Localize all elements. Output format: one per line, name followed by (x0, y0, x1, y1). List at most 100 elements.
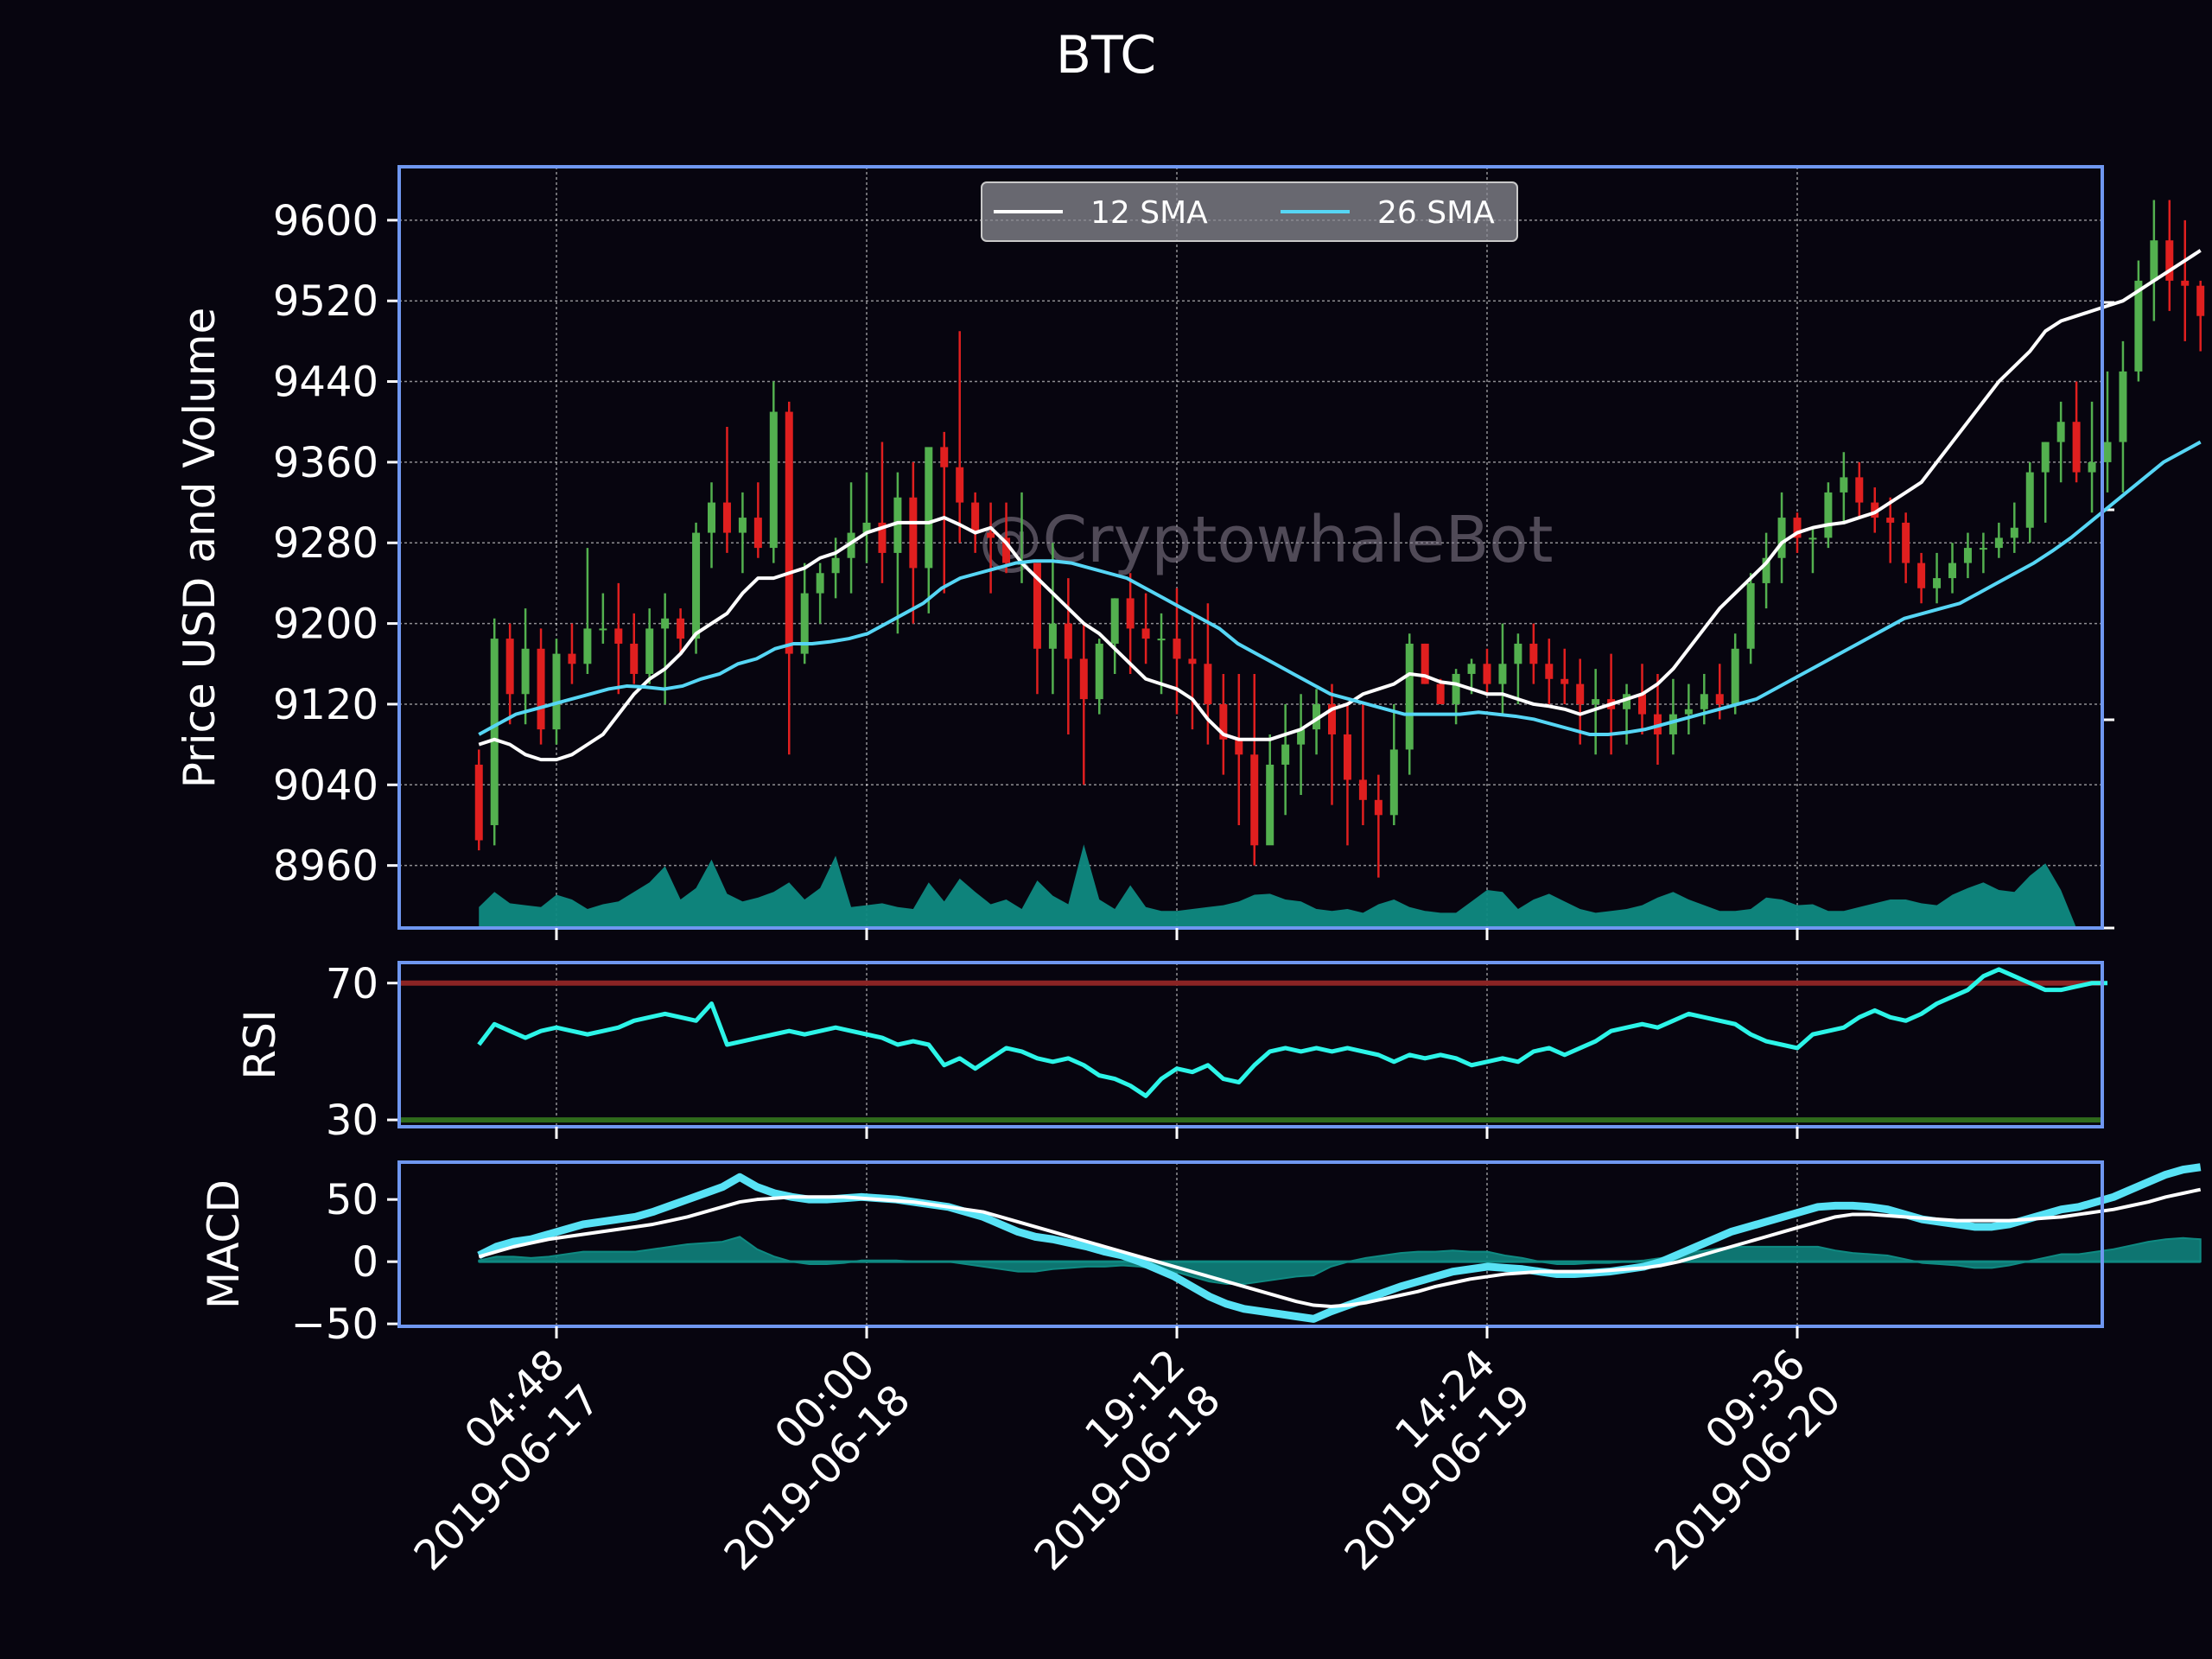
candle-body (1141, 628, 1150, 639)
candle-body (1266, 764, 1274, 846)
candle-body (1762, 557, 1770, 583)
candle-body (2041, 442, 2050, 473)
price-y-tick-label: 9200 (273, 601, 378, 649)
candle-body (2056, 422, 2065, 442)
candle-body (1994, 537, 2003, 549)
candle-body (1623, 694, 1631, 709)
candle-body (1824, 492, 1833, 538)
candle-body (1250, 754, 1259, 846)
macd-y-axis-label: MACD (199, 1179, 249, 1309)
candle-body (614, 628, 623, 644)
candle-body (677, 618, 685, 639)
candle-body (816, 573, 824, 594)
price-y-tick-label: 8960 (273, 842, 378, 891)
watermark: @CryptowhaleBot (978, 503, 1553, 577)
candle-body (1110, 598, 1119, 644)
chart-title: BTC (1056, 25, 1156, 86)
candle-body (1886, 518, 1895, 523)
candle-body (474, 764, 483, 841)
candle-body (1467, 664, 1476, 674)
price-y-tick-label: 9040 (273, 761, 378, 810)
candle-body (971, 502, 980, 533)
legend-label-sma12: 12 SMA (1090, 195, 1208, 231)
candle-body (738, 518, 747, 533)
candle-body (1095, 643, 1103, 700)
candle-body (956, 467, 964, 503)
candle-body (599, 628, 607, 631)
macd-y-tick-label: 0 (352, 1238, 378, 1287)
candle-body (2165, 240, 2174, 281)
candle-body (708, 502, 715, 533)
candle-body (1204, 664, 1212, 704)
price-y-tick-label: 9360 (273, 439, 378, 487)
candle-body (1793, 518, 1802, 538)
x-tick-label: 19:122019-06-18 (990, 1340, 1230, 1580)
candle-body (1746, 582, 1755, 649)
rsi-y-axis-label: RSI (235, 1009, 285, 1079)
candle-body (2103, 442, 2112, 462)
candle-body (1529, 643, 1538, 664)
candle-body (1731, 648, 1739, 704)
candle-body (1188, 658, 1197, 664)
candle-body (2134, 280, 2143, 372)
candle-body (1514, 643, 1522, 664)
legend: 12 SMA 26 SMA (981, 181, 1518, 242)
candle-body (1855, 477, 1864, 503)
candle-body (1002, 537, 1011, 563)
candle-body (1126, 598, 1135, 629)
volume-area (479, 844, 2093, 928)
candle-body (722, 502, 731, 533)
candle-body (505, 639, 514, 695)
candle-body (661, 618, 670, 629)
candle-body (1979, 548, 1987, 550)
candle-body (987, 532, 995, 538)
candle-body (1684, 709, 1693, 715)
candle-body (568, 653, 576, 664)
macd-y-tick-label: 50 (326, 1176, 378, 1224)
candle-body (1669, 714, 1677, 734)
candle-body (1297, 729, 1306, 745)
candle-body (1948, 563, 1956, 579)
candle-body (800, 593, 809, 654)
macd-signal-line (478, 1187, 2202, 1308)
macd-y-tick-label: −50 (291, 1300, 378, 1349)
candle-body (1436, 683, 1445, 704)
macd-panel: 50 0 −50 MACD (199, 1160, 2202, 1349)
candle-body (1219, 703, 1228, 740)
candle-body (1405, 643, 1414, 750)
candle-body (1808, 537, 1817, 540)
candle-body (490, 639, 499, 825)
candle-body (692, 532, 701, 639)
candle-body (1700, 694, 1708, 709)
candle-body (847, 532, 855, 558)
candle-body (2150, 240, 2158, 281)
candle-body (1064, 623, 1072, 659)
candle-body (1902, 522, 1910, 563)
candle-body (1560, 678, 1569, 684)
candle-body (552, 653, 561, 730)
x-tick-label: 09:362019-06-20 (1611, 1340, 1851, 1580)
candle-body (630, 643, 639, 674)
price-y-tick-label: 9280 (273, 519, 378, 568)
candle-body (1033, 563, 1041, 649)
candle-body (1421, 643, 1429, 684)
candle-body (1917, 563, 1926, 588)
candle-body (1871, 502, 1879, 518)
candle-body (1452, 673, 1460, 704)
candle-body (2010, 527, 2018, 538)
candle-body (862, 522, 871, 533)
candle-body (753, 518, 762, 549)
legend-label-sma26: 26 SMA (1377, 195, 1495, 231)
candle-body (1389, 749, 1398, 816)
candle-body (1281, 744, 1290, 765)
candle-body (1592, 699, 1600, 704)
candle-body (878, 522, 887, 553)
candle-body (645, 628, 654, 674)
candle-body (831, 557, 840, 574)
rsi-panel: 30 70 RSI (235, 960, 2107, 1145)
candle-body (1963, 548, 1972, 563)
candle-body (1545, 664, 1554, 679)
candle-body (1235, 739, 1243, 755)
candle-body (521, 648, 530, 695)
